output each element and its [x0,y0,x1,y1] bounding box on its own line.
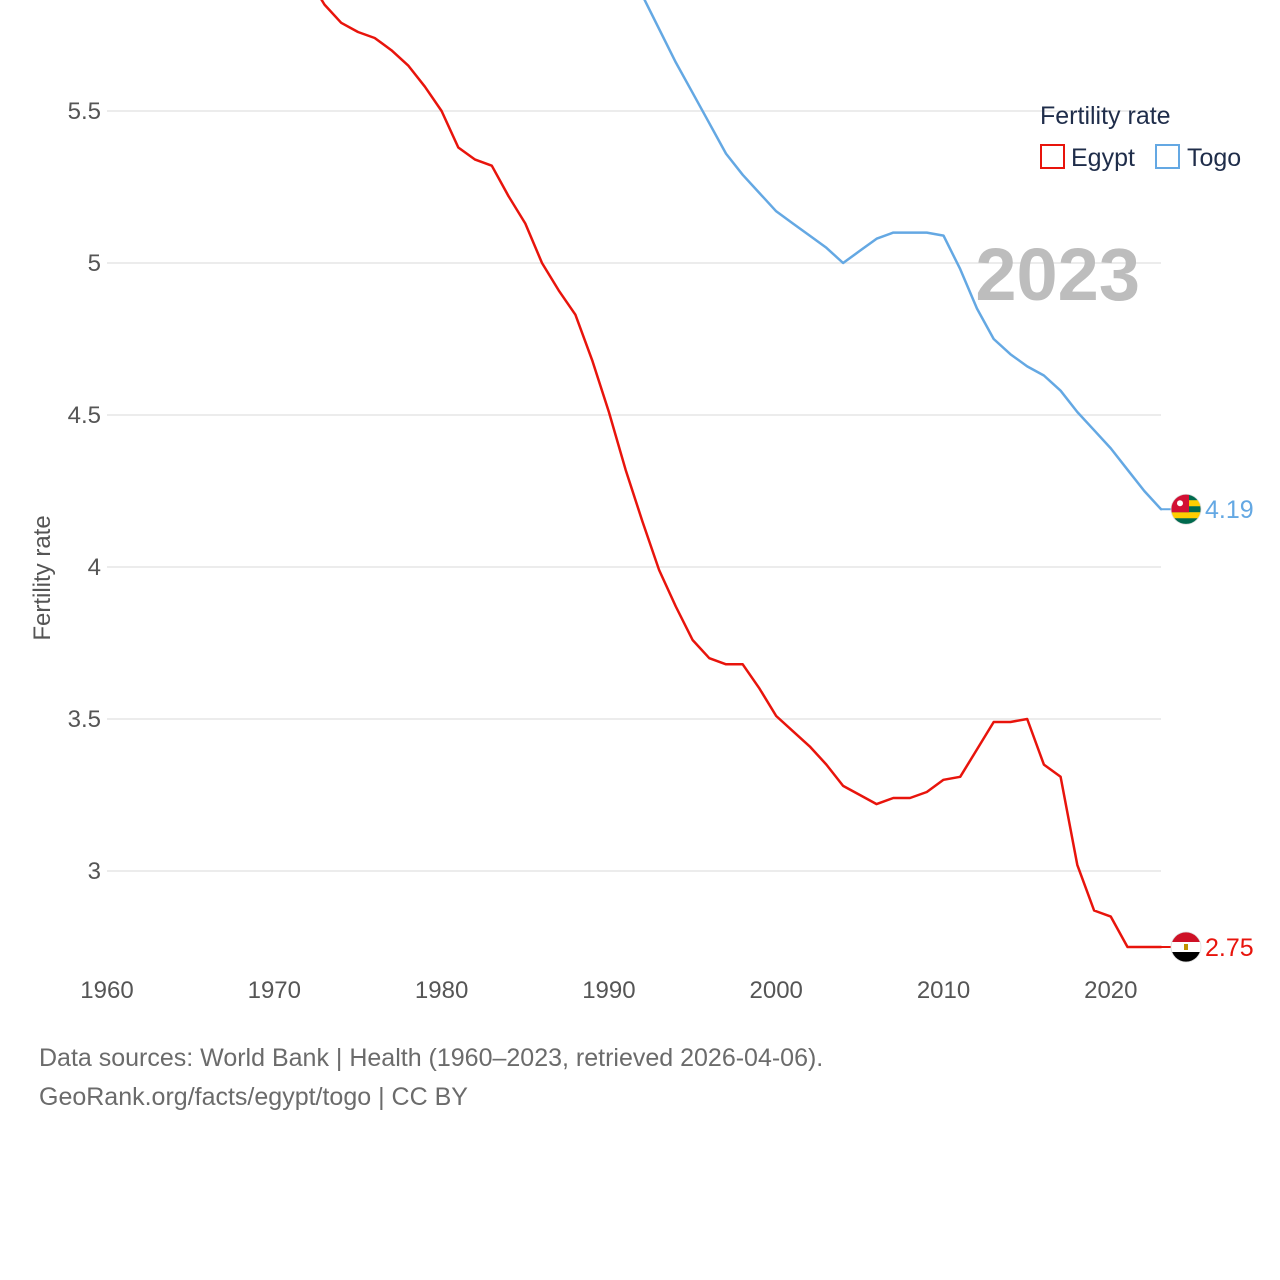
y-axis-label: Fertility rate [29,515,56,640]
y-tick-label: 4 [88,554,101,581]
legend-label-egypt: Egypt [1071,144,1135,172]
grid-lines [107,110,1161,872]
y-tick-label: 3.5 [68,706,101,733]
legend-swatch-egypt [1040,144,1065,169]
x-tick-label: 2020 [1084,977,1137,1004]
y-tick-label: 5.5 [68,98,101,125]
togo-flag-icon [1171,494,1201,525]
x-tick-label: 2000 [750,977,803,1004]
legend-item-egypt[interactable]: Egypt [1040,144,1135,172]
x-tick-label: 2010 [917,977,970,1004]
legend-title: Fertility rate [1040,102,1171,130]
series-line-egypt[interactable] [107,0,1163,949]
egypt-flag-icon [1171,932,1201,962]
footer-source: Data sources: World Bank | Health (1960–… [39,1044,824,1072]
series-lines [107,0,1163,949]
end-value-label-egypt: 2.75 [1205,934,1254,962]
x-tick-label: 1960 [80,977,133,1004]
legend-label-togo: Togo [1187,144,1241,172]
series-line-togo[interactable] [107,0,1163,511]
x-tick-label: 1970 [248,977,301,1004]
end-marker-togo: 4.19 [1161,493,1254,525]
x-tick-label: 1980 [415,977,468,1004]
end-marker-egypt: 2.75 [1161,931,1254,963]
end-value-label-togo: 4.19 [1205,496,1254,524]
legend-swatch-togo [1155,144,1180,169]
y-tick-label: 5 [88,250,101,277]
y-axis-ticks: 76.565.554.543.53 [68,98,101,885]
x-axis-ticks: 1960 1970 1980 1990 2000 2010 2020 [80,977,1137,1004]
legend: Fertility rate Egypt Togo [1040,102,1241,172]
end-markers: 2.75 4.19 [1161,493,1254,963]
y-tick-label: 4.5 [68,402,101,429]
y-tick-label: 3 [88,858,101,885]
x-tick-label: 1990 [582,977,635,1004]
legend-item-togo[interactable]: Togo [1155,144,1241,172]
footer-license: GeoRank.org/facts/egypt/togo | CC BY [39,1083,468,1111]
year-indicator: 2023 [975,233,1140,316]
